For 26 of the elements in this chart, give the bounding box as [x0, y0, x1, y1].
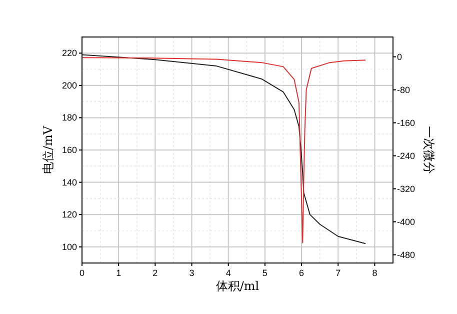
y2-tick-label: -160	[397, 118, 416, 128]
y2-tick-label: -240	[397, 150, 416, 161]
y2-tick-label: -320	[397, 184, 416, 194]
y2-tick-label: -400	[397, 216, 416, 227]
y-tick-label: 160	[62, 145, 77, 155]
x-tick-label: 6	[299, 268, 304, 278]
x-tick-label: 1	[116, 268, 122, 278]
x-tick-label: 0	[79, 268, 85, 278]
y2-tick-label: 0	[397, 52, 402, 62]
y-tick-label: 120	[62, 210, 77, 220]
y-tick-label: 220	[62, 48, 77, 58]
y2-tick-label: -80	[397, 84, 410, 95]
x-tick-label: 2	[152, 268, 158, 278]
x-tick-label: 3	[189, 268, 194, 278]
y2-tick-label: -480	[397, 250, 416, 260]
y-tick-label: 140	[62, 177, 77, 188]
y-tick-label: 100	[62, 242, 77, 252]
x-axis-title: 体积/ml	[216, 279, 260, 293]
y2-axis-title: 一次微分	[422, 126, 436, 174]
x-tick-label: 4	[226, 268, 231, 278]
x-tick-label: 5	[262, 268, 268, 278]
x-tick-label: 8	[372, 268, 378, 278]
y-axis-title: 电位/mV	[41, 126, 55, 174]
y-tick-label: 180	[62, 112, 77, 123]
x-tick-label: 7	[336, 268, 341, 278]
y-tick-label: 200	[62, 80, 77, 90]
